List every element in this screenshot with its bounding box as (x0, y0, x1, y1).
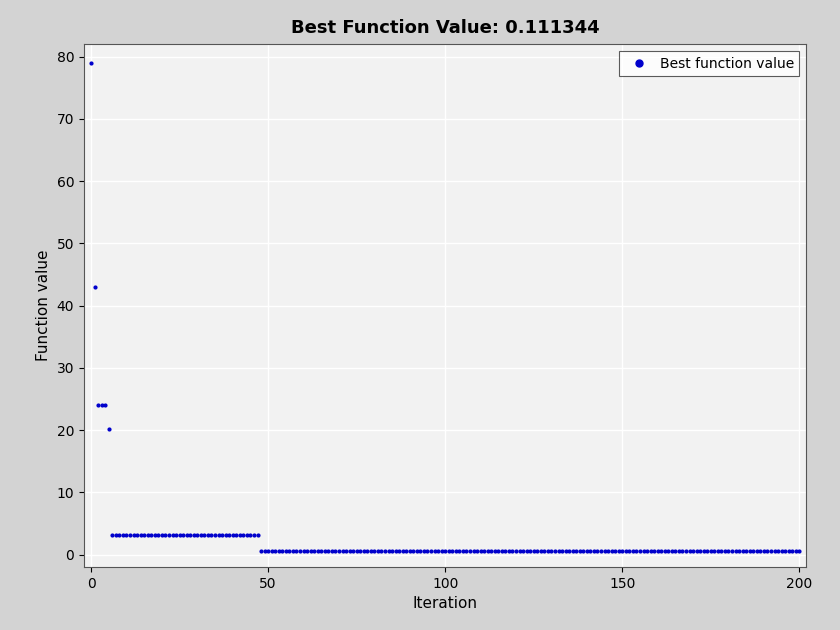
Y-axis label: Function value: Function value (36, 250, 51, 361)
Legend: Best function value: Best function value (619, 51, 800, 76)
Best function value (387, 547, 397, 555)
Best function value (795, 547, 805, 555)
Title: Best Function Value: 0.111344: Best Function Value: 0.111344 (291, 19, 600, 37)
Best function value (738, 547, 748, 555)
Line: Best function value: Best function value (88, 60, 802, 554)
Best function value (472, 547, 482, 555)
Best function value (86, 59, 96, 67)
Best function value (150, 532, 160, 539)
Best function value (256, 547, 266, 555)
Best function value (90, 283, 100, 290)
X-axis label: Iteration: Iteration (412, 596, 478, 611)
Best function value (348, 547, 358, 555)
